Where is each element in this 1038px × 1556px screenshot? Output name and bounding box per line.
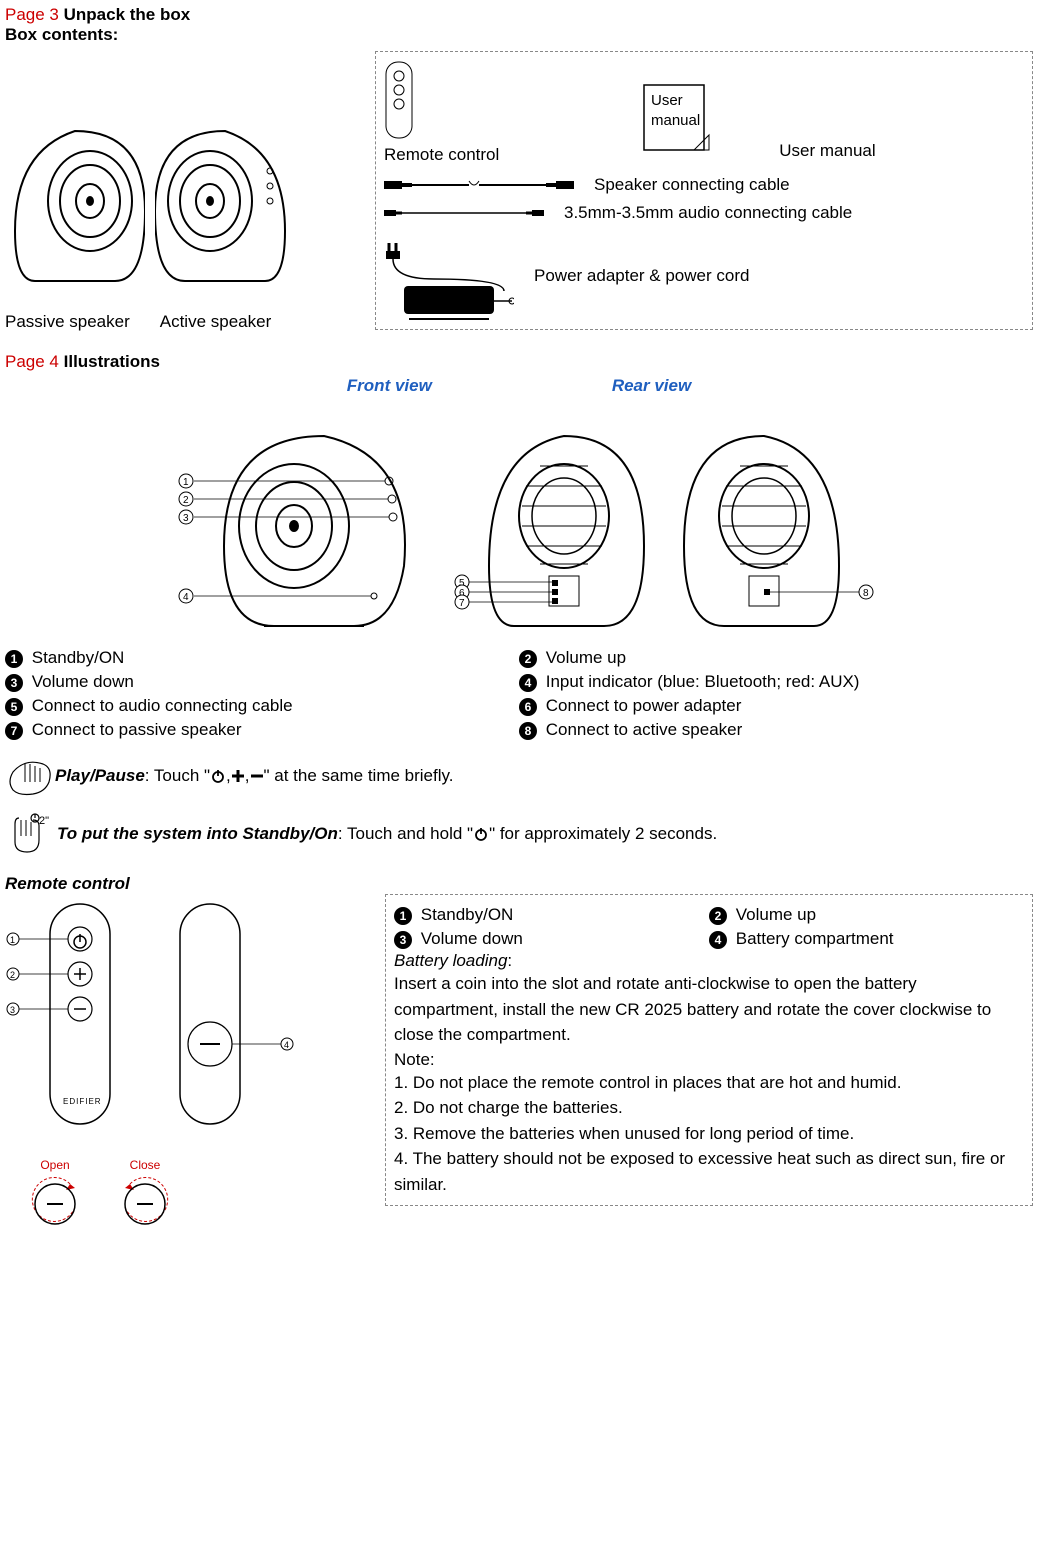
legend-2: Volume up: [546, 648, 626, 667]
plus-icon: [231, 769, 245, 783]
audio-cable-label: 3.5mm-3.5mm audio connecting cable: [564, 203, 852, 223]
svg-text:manual: manual: [651, 112, 700, 129]
minus-icon: [250, 769, 264, 783]
active-speaker-illustration: [155, 101, 295, 301]
remote-brand: EDIFIER: [63, 1097, 102, 1106]
remote-front-illustration: EDIFIER 1 2 3: [5, 894, 145, 1154]
page4-header: Page 4 Illustrations: [5, 352, 1033, 372]
remote-title: Remote control: [5, 874, 1033, 894]
legend-6: Connect to power adapter: [546, 696, 742, 715]
touch-hand-icon: [5, 754, 55, 798]
remote-small: Remote control: [384, 60, 499, 165]
passive-speaker-illustration: [5, 101, 145, 301]
svg-text:3: 3: [183, 513, 189, 524]
remote-info-box: 1 Standby/ON 2 Volume up 3 Volume down 4…: [385, 894, 1033, 1206]
manual-icon-block: User manual: [639, 80, 719, 165]
active-speaker-label: Active speaker: [160, 312, 272, 332]
note-2: 2. Do not charge the batteries.: [394, 1095, 1024, 1121]
manual-icon: User manual: [639, 80, 719, 160]
legend-7: Connect to passive speaker: [32, 720, 242, 739]
battery-loading-text: Insert a coin into the slot and rotate a…: [394, 971, 1024, 1048]
legend-8: Connect to active speaker: [546, 720, 743, 739]
legend-1: Standby/ON: [32, 648, 125, 667]
note-1: 1. Do not place the remote control in pl…: [394, 1070, 1024, 1096]
remote-legend-3: Volume down: [421, 929, 523, 948]
illustrations-row: 1 2 3 4 5 6 7: [5, 396, 1033, 646]
accessories-box: Remote control User manual User manual: [375, 51, 1033, 330]
rear-view-label: Rear view: [612, 376, 691, 396]
note-3: 3. Remove the batteries when unused for …: [394, 1121, 1024, 1147]
standby-text-2: " for approximately 2 seconds.: [489, 824, 717, 844]
box-contents-label: Box contents:: [5, 25, 1033, 45]
power-icon-2: [473, 826, 489, 842]
note-label: Note:: [394, 1050, 1024, 1070]
page3-title: Unpack the box: [64, 5, 191, 24]
svg-text:2: 2: [183, 495, 189, 506]
open-close-row: Open Close: [25, 1158, 375, 1237]
battery-loading-colon: :: [507, 951, 512, 970]
svg-text:7: 7: [459, 598, 465, 609]
play-pause-label: Play/Pause: [55, 766, 145, 786]
standby-row: 2" To put the system into Standby/On : T…: [5, 812, 1033, 856]
page3-label: Page 3: [5, 5, 59, 24]
two-sec-text: 2": [39, 815, 49, 827]
remote-legend-2: Volume up: [736, 905, 816, 924]
battery-loading-label: Battery loading: [394, 951, 507, 970]
svg-text:1: 1: [10, 935, 15, 945]
rear-view-illustration: 5 6 7 8: [454, 396, 874, 646]
svg-text:4: 4: [284, 1040, 289, 1050]
svg-text:4: 4: [183, 592, 189, 603]
remote-legend-4: Battery compartment: [736, 929, 894, 948]
note-4: 4. The battery should not be exposed to …: [394, 1146, 1024, 1197]
standby-text-1: : Touch and hold ": [338, 824, 473, 844]
legend-5: Connect to audio connecting cable: [32, 696, 293, 715]
active-speaker: [155, 101, 295, 306]
play-pause-text-1: : Touch ": [145, 766, 210, 786]
svg-text:8: 8: [863, 588, 869, 599]
standby-label: To put the system into Standby/On: [57, 824, 338, 844]
remote-back-illustration: 4: [165, 894, 295, 1154]
remote-control-label: Remote control: [384, 145, 499, 165]
power-adapter-row: Power adapter & power cord: [384, 231, 1024, 321]
legend-3: Volume down: [32, 672, 134, 691]
open-circle-icon: [25, 1172, 85, 1232]
power-adapter-icon: [384, 231, 514, 321]
svg-text:User: User: [651, 92, 683, 109]
front-view-label: Front view: [347, 376, 432, 396]
front-view-illustration: 1 2 3 4: [164, 396, 444, 646]
remote-legend-1: Standby/ON: [421, 905, 514, 924]
speaker-cable-icon: [384, 177, 574, 193]
open-label: Open: [25, 1158, 85, 1172]
legend-4: Input indicator (blue: Bluetooth; red: A…: [546, 672, 860, 691]
page4-label: Page 4: [5, 352, 59, 371]
illustration-legend: 1 Standby/ON 2 Volume up 3 Volume down 4…: [5, 646, 1033, 742]
close-circle-icon: [115, 1172, 175, 1232]
svg-text:1: 1: [183, 477, 189, 488]
play-pause-text-4: " at the same time briefly.: [264, 766, 454, 786]
power-icon: [210, 768, 226, 784]
passive-speaker: [5, 101, 145, 306]
play-pause-row: Play/Pause : Touch " , , " at the same t…: [5, 754, 1033, 798]
speaker-cable-row: Speaker connecting cable: [384, 175, 1024, 195]
remote-illustration-block: EDIFIER 1 2 3 4 Open: [5, 894, 375, 1237]
close-label: Close: [115, 1158, 175, 1172]
svg-text:2: 2: [10, 970, 15, 980]
speakers-block: Passive speaker Active speaker: [5, 51, 375, 332]
power-adapter-label: Power adapter & power cord: [534, 266, 749, 286]
passive-speaker-label: Passive speaker: [5, 312, 130, 332]
page4-title: Illustrations: [64, 352, 160, 371]
user-manual-label: User manual: [779, 141, 875, 165]
audio-cable-icon: [384, 207, 544, 219]
page3-header: Page 3 Unpack the box: [5, 5, 1033, 25]
speaker-cable-label: Speaker connecting cable: [594, 175, 790, 195]
svg-text:3: 3: [10, 1005, 15, 1015]
audio-cable-row: 3.5mm-3.5mm audio connecting cable: [384, 203, 1024, 223]
